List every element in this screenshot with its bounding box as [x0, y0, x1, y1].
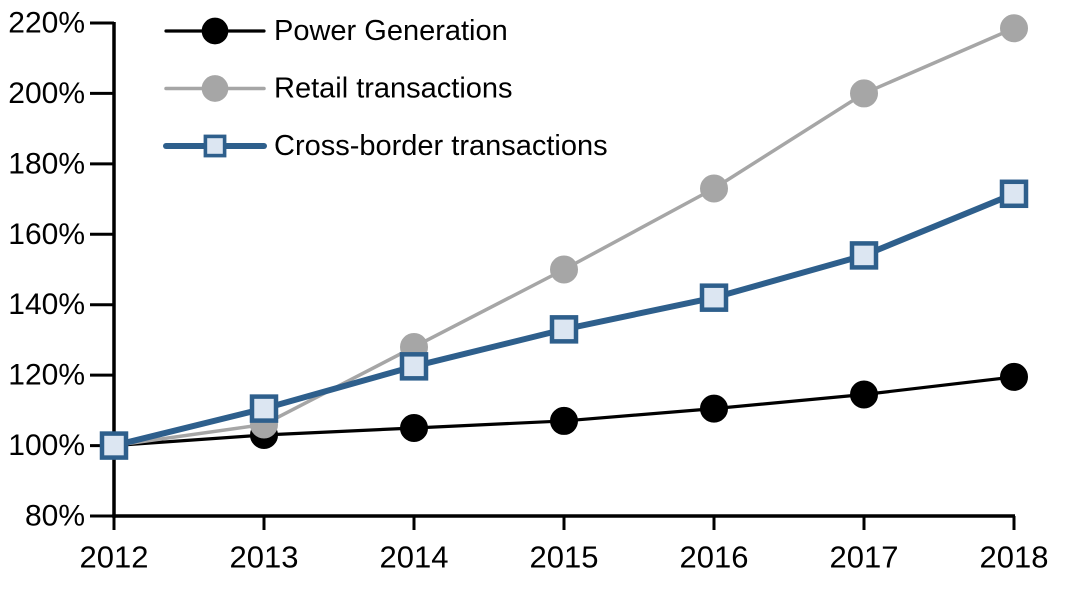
- legend-item: Cross-border transactions: [163, 130, 608, 162]
- y-axis-tick-label: 100%: [8, 429, 85, 462]
- circle-marker: [700, 394, 728, 423]
- y-axis-tick-label: 120%: [8, 359, 85, 392]
- square-marker: [249, 394, 279, 423]
- axes: 80% 100% 120% 140% 160% 180% 200% 220% 2012 2013 2…: [8, 7, 1048, 575]
- circle-marker: [1000, 14, 1028, 43]
- circle-marker: [201, 17, 229, 45]
- legend-item: Retail transactions: [164, 73, 513, 105]
- x-axis-tick-label: 2012: [80, 540, 149, 575]
- square-marker: [399, 352, 429, 381]
- x-axis-tick-label: 2018: [980, 540, 1049, 575]
- series-cross-border-transactions: [99, 179, 1029, 460]
- legend-label: Cross-border transactions: [274, 130, 608, 162]
- series-power-generation: [100, 362, 1028, 460]
- circle-marker: [700, 174, 728, 203]
- y-axis-tick-label: 180%: [8, 147, 85, 180]
- legend-label: Power Generation: [274, 15, 508, 47]
- x-axis-tick-label: 2013: [230, 540, 299, 575]
- legend: Power Generation Retail transactions Cross…: [163, 15, 608, 162]
- y-axis-tick-label: 140%: [8, 288, 85, 321]
- legend-label: Retail transactions: [274, 73, 513, 105]
- circle-marker: [850, 380, 878, 409]
- square-marker: [849, 241, 879, 270]
- legend-item: Power Generation: [164, 15, 508, 47]
- x-axis-tick-label: 2014: [380, 540, 449, 575]
- square-marker: [203, 134, 227, 158]
- x-axis-tick-label: 2015: [530, 540, 599, 575]
- circle-marker: [201, 75, 229, 102]
- square-marker: [999, 179, 1029, 209]
- series-line: [112, 26, 1016, 448]
- circle-marker: [550, 255, 578, 284]
- square-marker: [549, 315, 579, 344]
- x-axis-tick-label: 2016: [680, 540, 749, 575]
- x-axis-tick-label: 2017: [830, 540, 899, 575]
- circle-marker: [550, 406, 578, 435]
- square-marker: [99, 431, 129, 460]
- circle-marker: [1000, 362, 1028, 391]
- y-axis-tick-label: 220%: [8, 7, 85, 40]
- square-marker: [699, 283, 729, 312]
- y-axis-tick-label: 200%: [8, 77, 85, 110]
- circle-marker: [850, 79, 878, 108]
- circle-marker: [400, 413, 428, 442]
- y-axis-tick-label: 80%: [25, 500, 85, 533]
- y-axis-tick-label: 160%: [8, 218, 85, 251]
